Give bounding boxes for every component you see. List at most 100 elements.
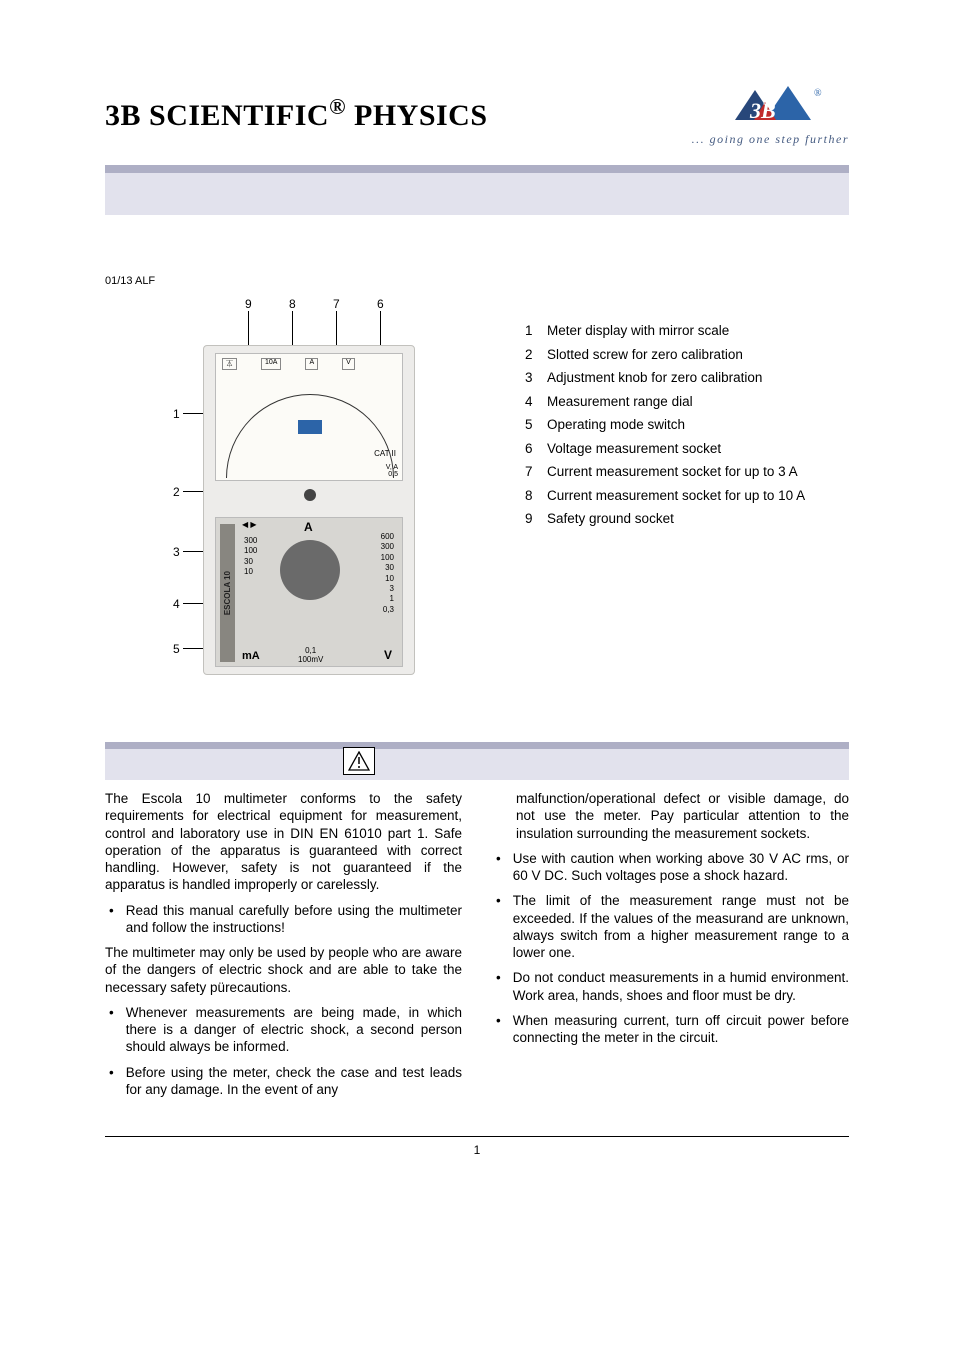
safety-section: The Escola 10 multimeter conforms to the… (105, 742, 849, 1106)
legend-text: Slotted screw for zero calibration (547, 346, 743, 364)
dial-right-col: 600 300 100 30 10 3 1 0,3 (381, 532, 394, 615)
legend-text: Meter display with mirror scale (547, 322, 729, 340)
document-code: 01/13 ALF (105, 275, 849, 287)
safety-columns: The Escola 10 multimeter conforms to the… (105, 790, 849, 1106)
bullet-dot: • (105, 1064, 114, 1099)
jack-ground: ⏄ (222, 358, 237, 370)
dial-panel: ESCOLA 10 ◀ ▶ A 300 100 30 10 600 300 10… (215, 517, 403, 667)
callout-3: 3 (173, 545, 180, 559)
dial-val: 3 (381, 584, 394, 594)
legend-number: 9 (525, 510, 539, 528)
bullet-text: Do not conduct measurements in a humid e… (513, 969, 849, 1004)
legend-item: 9Safety ground socket (525, 510, 849, 528)
figure-section: 9 8 7 6 1 2 3 4 5 (105, 297, 849, 692)
dial-val: 1 (381, 594, 394, 604)
callout-2: 2 (173, 485, 180, 499)
bullet-dot: • (492, 969, 501, 1004)
page-number: 1 (105, 1143, 849, 1157)
callout-6: 6 (377, 297, 384, 311)
dial-val: 10 (244, 567, 257, 577)
jack-row: ⏄ 10A A V (222, 358, 355, 370)
dial-val: 100 (244, 546, 257, 556)
bullet-text: Before using the meter, check the case a… (126, 1064, 462, 1099)
scale-arc (226, 394, 394, 478)
bullet-dot: • (492, 850, 501, 885)
legend-item: 5Operating mode switch (525, 416, 849, 434)
registered-mark: ® (329, 94, 346, 119)
bullet-text: The limit of the measurement range must … (513, 892, 849, 961)
legend-number: 8 (525, 487, 539, 505)
document-header: 3B SCIENTIFIC® PHYSICS 3B ® ... going on… (105, 80, 849, 147)
mode-label: ESCOLA 10 (223, 571, 232, 615)
legend-text: Voltage measurement socket (547, 440, 721, 458)
mode-switch: ESCOLA 10 (220, 524, 235, 662)
legend-text: Adjustment knob for zero calibration (547, 369, 762, 387)
bullet-dot: • (492, 892, 501, 961)
bullet-text: Whenever measurements are being made, in… (126, 1004, 462, 1056)
legend-item: 3 Adjustment knob for zero calibration (525, 369, 849, 387)
bullet-dot: • (492, 1012, 501, 1047)
diagram-legend: 1 Meter display with mirror scale 2Slotted… (525, 297, 849, 534)
dial-a-label: A (304, 520, 313, 534)
callout-9: 9 (245, 297, 252, 311)
right-small-label: V, A 0,5 (386, 464, 398, 478)
legend-text: Current measurement socket for up to 3 A (547, 463, 798, 481)
arrow-icons: ◀ ▶ (242, 520, 257, 529)
legend-item: 2Slotted screw for zero calibration (525, 346, 849, 364)
bullet-item: • Read this manual carefully before using… (105, 902, 462, 937)
document-title: 3B SCIENTIFIC® PHYSICS (105, 94, 488, 133)
bullet-item: •Whenever measurements are being made, i… (105, 1004, 462, 1056)
bullet-item: • Use with caution when working above 30 … (492, 850, 849, 885)
safety-right-continuation: malfunction/operational defect or visibl… (492, 790, 849, 842)
callout-7: 7 (333, 297, 340, 311)
bullet-text: When measuring current, turn off circuit… (513, 1012, 849, 1047)
title-prefix: 3B SCIENTIFIC (105, 99, 329, 132)
bullet-dot: • (105, 902, 114, 937)
warning-banner (105, 742, 849, 780)
dial-val: 100 (381, 553, 394, 563)
title-suffix: PHYSICS (346, 99, 488, 132)
dial-val: 10 (381, 574, 394, 584)
dial-val: 600 (381, 532, 394, 542)
left-column: The Escola 10 multimeter conforms to the… (105, 790, 462, 1106)
bullet-item: • When measuring current, turn off circui… (492, 1012, 849, 1047)
bullet-item: •The limit of the measurement range must… (492, 892, 849, 961)
safety-intro: The Escola 10 multimeter conforms to the… (105, 790, 462, 894)
svg-text:3B: 3B (749, 98, 776, 123)
header-bar-dark (105, 165, 849, 173)
dial-val: 0,3 (381, 605, 394, 615)
device-diagram: 9 8 7 6 1 2 3 4 5 (105, 297, 485, 692)
cat-label: CAT II (374, 449, 396, 458)
footer-rule (105, 1136, 849, 1137)
legend-item: 1 Meter display with mirror scale (525, 322, 849, 340)
bullet-dot: • (105, 1004, 114, 1056)
dial-left-col: 300 100 30 10 (244, 536, 257, 578)
legend-number: 1 (525, 322, 539, 340)
callout-1: 1 (173, 407, 180, 421)
bottom-v-label: V (384, 648, 392, 662)
dial-val: 30 (244, 557, 257, 567)
logo-icon: 3B ® (710, 80, 830, 130)
legend-item: 4Measurement range dial (525, 393, 849, 411)
legend-item: 7Current measurement socket for up to 3 … (525, 463, 849, 481)
jack-a: A (305, 358, 318, 370)
dial-val: 300 (381, 542, 394, 552)
bullet-text: Read this manual carefully before using … (126, 902, 462, 937)
bullet-item: • Before using the meter, check the case … (105, 1064, 462, 1099)
legend-item: 8 Current measurement socket for up to 10… (525, 487, 849, 505)
legend-number: 4 (525, 393, 539, 411)
brand-badge (298, 420, 322, 434)
legend-number: 3 (525, 369, 539, 387)
right-column: malfunction/operational defect or visibl… (492, 790, 849, 1106)
brand-logo: 3B ® ... going one step further (692, 80, 849, 147)
meter-display: ⏄ 10A A V CAT II V, A 0,5 (215, 353, 403, 481)
warning-icon (343, 747, 375, 775)
callout-5: 5 (173, 642, 180, 656)
legend-text: Operating mode switch (547, 416, 685, 434)
bullet-item: • Do not conduct measurements in a humid … (492, 969, 849, 1004)
bullet-text: Use with caution when working above 30 V… (513, 850, 849, 885)
legend-item: 6Voltage measurement socket (525, 440, 849, 458)
dial-val: 300 (244, 536, 257, 546)
safety-mid-para: The multimeter may only be used by peopl… (105, 944, 462, 996)
legend-text: Current measurement socket for up to 10 … (547, 487, 805, 505)
